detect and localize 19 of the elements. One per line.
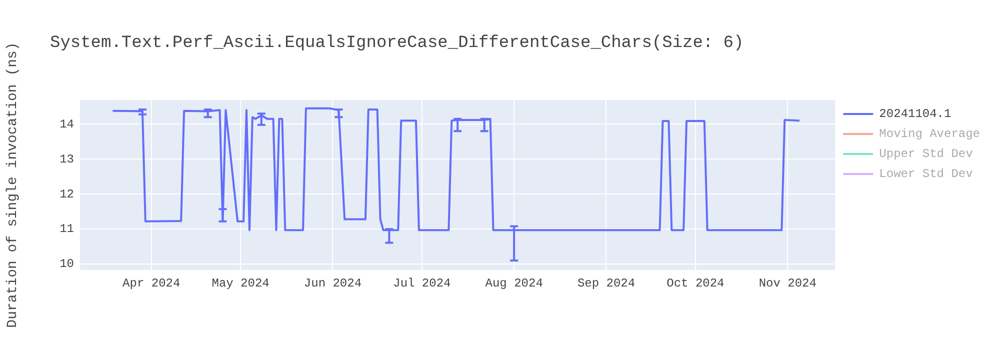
x-tick-label: Aug 2024 xyxy=(485,276,543,290)
x-tick-label: Jun 2024 xyxy=(304,276,362,290)
legend-label: Moving Average xyxy=(879,127,980,142)
x-tick-label: Oct 2024 xyxy=(666,276,724,290)
legend-label: Lower Std Dev xyxy=(879,167,973,182)
x-tick-label: Apr 2024 xyxy=(122,276,180,290)
x-tick-label: Sep 2024 xyxy=(577,276,636,290)
y-tick-label: 12 xyxy=(60,187,74,202)
legend-label: Upper Std Dev xyxy=(879,147,973,162)
x-tick-label: May 2024 xyxy=(212,276,270,290)
y-axis-title: Duration of single invocation (ns) xyxy=(5,42,22,328)
legend-label: 20241104.1 xyxy=(879,107,952,122)
x-tick-label: Jul 2024 xyxy=(393,276,451,290)
x-tick-label: Nov 2024 xyxy=(758,276,816,290)
y-tick-label: 11 xyxy=(60,222,74,236)
y-tick-label: 14 xyxy=(60,117,74,132)
chart-title: System.Text.Perf_Ascii.EqualsIgnoreCase_DifferentCase_Chars(Size: 6) xyxy=(50,34,744,53)
y-tick-label: 10 xyxy=(60,257,74,272)
y-tick-label: 13 xyxy=(60,152,74,166)
